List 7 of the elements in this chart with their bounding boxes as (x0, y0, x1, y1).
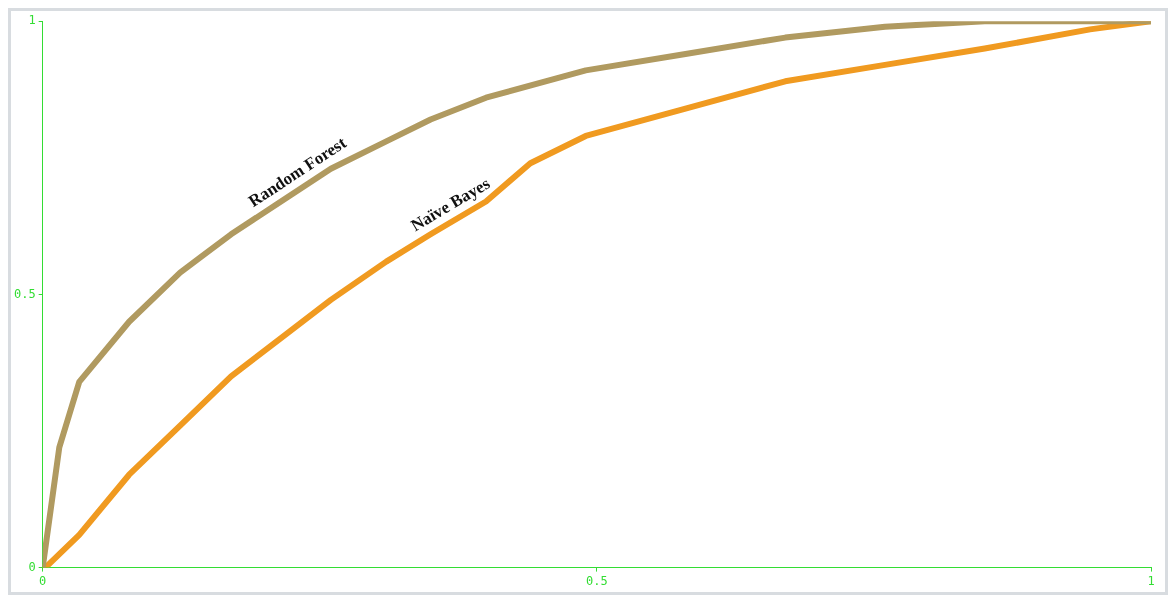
y-tick-label: 0 (28, 559, 36, 574)
y-tick-label: 1 (28, 13, 36, 28)
x-tick-label: 1 (1147, 573, 1155, 588)
text: Naïve Bayes (407, 173, 494, 236)
x-tick-label: 0.5 (585, 573, 608, 588)
y-tick-label: 0.5 (13, 286, 36, 301)
x-tick-label: 0 (39, 573, 47, 588)
